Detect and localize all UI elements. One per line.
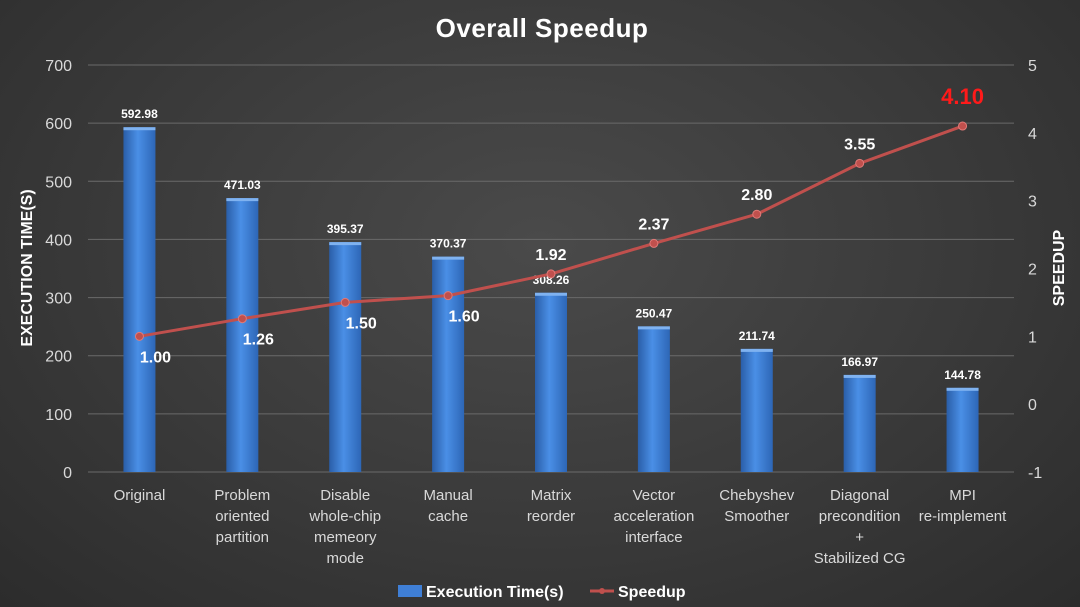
- bar-value-label: 471.03: [224, 178, 261, 192]
- y-tick-label: 400: [45, 232, 72, 249]
- category-labels: Original Problem oriented partition Disable w…: [114, 487, 1008, 567]
- bar: [535, 292, 567, 472]
- y2-axis-ticks: -1 0 1 2 3 4 5: [1028, 58, 1042, 482]
- bar-value-label: 592.98: [121, 107, 158, 121]
- category-label: reorder: [527, 508, 575, 525]
- bar: [432, 256, 465, 472]
- y-tick-label: 700: [45, 58, 72, 75]
- speedup-value-label: 1.50: [346, 315, 377, 332]
- y2-axis-title: SPEEDUP: [1051, 229, 1068, 306]
- bar: [329, 242, 362, 472]
- y-tick-label: 200: [45, 349, 72, 366]
- speedup-point: [752, 209, 762, 219]
- y-tick-label: 300: [45, 291, 72, 308]
- speedup-value-label: 4.10: [941, 84, 984, 109]
- bar: [946, 387, 979, 472]
- speedup-point: [134, 331, 144, 341]
- speedup-point: [649, 238, 659, 248]
- category-label: Disable: [320, 487, 370, 504]
- speedup-point: [340, 297, 350, 307]
- category-label: re-implement: [919, 508, 1007, 525]
- bar-top-highlight: [329, 242, 362, 246]
- legend: Execution Time(s) Speedup: [398, 584, 686, 601]
- bar-top-highlight: [123, 127, 156, 131]
- legend-bar-label: Execution Time(s): [426, 584, 564, 601]
- legend-line-marker: [599, 588, 605, 594]
- y2-tick-label: 1: [1028, 329, 1037, 346]
- bar: [226, 198, 259, 472]
- legend-line-label: Speedup: [618, 584, 686, 601]
- category-label: Manual: [424, 487, 473, 504]
- category-label: acceleration: [613, 508, 694, 525]
- bar: [740, 348, 773, 472]
- category-label: interface: [625, 529, 683, 546]
- y2-tick-label: 0: [1028, 397, 1037, 414]
- speedup-line: 1.00 1.26 1.50 1.60 1.92 2.37 2.80 3.55 4.10: [134, 84, 984, 366]
- y2-tick-label: 4: [1028, 126, 1037, 143]
- category-label: memeory: [314, 529, 377, 546]
- category-label: Original: [114, 487, 166, 504]
- category-label: mode: [326, 550, 364, 567]
- y2-tick-label: 5: [1028, 58, 1037, 75]
- bars: 592.98471.03395.37370.37308.26250.47211.…: [121, 107, 981, 472]
- category-label: Smoother: [724, 508, 789, 525]
- speedup-value-label: 1.00: [140, 349, 171, 366]
- y-tick-label: 600: [45, 116, 72, 133]
- category-label: +: [855, 529, 864, 546]
- y-tick-label: 100: [45, 407, 72, 424]
- chart-title: Overall Speedup: [436, 13, 649, 43]
- category-label: whole-chip: [308, 508, 381, 525]
- bar-top-highlight: [226, 198, 259, 202]
- category-label: Problem: [214, 487, 270, 504]
- speedup-value-label: 2.80: [741, 187, 772, 204]
- bar-value-label: 370.37: [430, 237, 467, 251]
- speedup-point: [958, 121, 968, 131]
- category-label: MPI: [949, 487, 976, 504]
- bar-top-highlight: [535, 292, 567, 296]
- speedup-point: [443, 291, 453, 301]
- bar-top-highlight: [843, 374, 876, 378]
- bar-value-label: 250.47: [636, 306, 673, 320]
- y-axis-title: EXECUTION TIME(S): [19, 189, 36, 346]
- bar-value-label: 395.37: [327, 222, 364, 236]
- bar-value-label: 144.78: [944, 368, 981, 382]
- speedup-value-label: 1.92: [535, 247, 566, 264]
- speedup-value-label: 1.26: [243, 332, 274, 349]
- bar-top-highlight: [637, 326, 670, 330]
- category-label: precondition: [819, 508, 901, 525]
- speedup-value-label: 1.60: [449, 309, 480, 326]
- bar: [637, 326, 670, 472]
- y-tick-label: 0: [63, 465, 72, 482]
- category-label: Stabilized CG: [814, 550, 906, 567]
- legend-bar-swatch: [398, 585, 422, 597]
- speedup-value-label: 3.55: [844, 136, 875, 153]
- speedup-value-label: 2.37: [638, 216, 669, 233]
- y-axis-ticks: 0 100 200 300 400 500 600 700: [45, 58, 72, 482]
- category-label: cache: [428, 508, 468, 525]
- category-label: Chebyshev: [719, 487, 795, 504]
- y2-tick-label: 2: [1028, 262, 1037, 279]
- speedup-point: [237, 314, 247, 324]
- bar: [843, 374, 876, 472]
- speedup-point: [546, 269, 556, 279]
- bar-top-highlight: [740, 348, 773, 352]
- speedup-point: [855, 158, 865, 168]
- bar: [123, 127, 156, 472]
- bar-value-label: 166.97: [841, 355, 878, 369]
- y-tick-label: 500: [45, 174, 72, 191]
- bar-top-highlight: [946, 387, 979, 391]
- y2-tick-label: 3: [1028, 194, 1037, 211]
- bar-value-label: 211.74: [739, 329, 775, 343]
- category-label: Matrix: [531, 487, 572, 504]
- y2-tick-label: -1: [1028, 465, 1042, 482]
- category-label: partition: [216, 529, 269, 546]
- category-label: oriented: [215, 508, 269, 525]
- bar-top-highlight: [432, 256, 465, 260]
- category-label: Vector: [633, 487, 676, 504]
- category-label: Diagonal: [830, 487, 889, 504]
